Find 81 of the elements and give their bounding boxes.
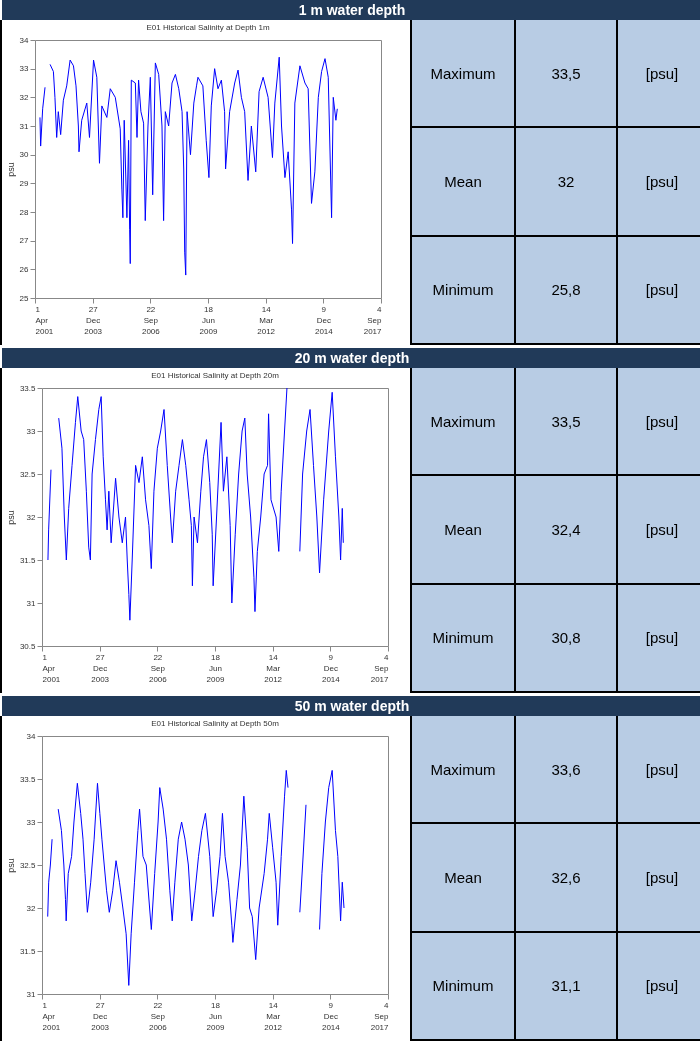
x-tick-label: 9 Dec 2014	[321, 1000, 341, 1032]
y-tick-label: 32	[26, 903, 37, 913]
text: 32	[516, 128, 616, 235]
y-tick-label: 33	[26, 426, 37, 436]
text: Maximum	[412, 368, 514, 475]
x-tick-label: 18 Jun 2009	[199, 304, 218, 336]
x-tick-label: 14 Mar 2012	[257, 304, 276, 336]
y-axis-title: psu	[5, 510, 16, 525]
text: Mean	[412, 824, 514, 931]
text: 32,6	[516, 824, 616, 931]
text: 50 m water depth	[2, 696, 700, 716]
y-tick-label: 32	[26, 512, 37, 522]
x-tick-label: 4 Sep 2017	[370, 1000, 390, 1032]
x-tick-label: 1 Apr 2001	[42, 652, 61, 684]
x-tick-label: 18 Jun 2009	[206, 1000, 225, 1032]
text: [psu]	[618, 584, 700, 691]
y-axis-title: psu	[5, 858, 16, 873]
text: 31,1	[516, 932, 616, 1039]
y-tick-label: 31	[26, 598, 37, 608]
y-tick-label: 31	[26, 989, 37, 999]
y-tick-label: 31.5	[19, 555, 37, 565]
y-tick-label: 33.5	[19, 774, 37, 784]
y-tick-label: 29	[19, 178, 30, 188]
y-tick-label: 30	[19, 150, 30, 160]
y-tick-label: 25	[19, 293, 30, 303]
y-tick-label: 26	[19, 264, 30, 274]
y-axis-title: psu	[5, 162, 16, 177]
y-tick-label: 33	[19, 64, 30, 74]
x-tick-label: 1 Apr 2001	[35, 304, 54, 336]
text: Maximum	[412, 716, 514, 823]
x-tick-label: 27 Dec 2003	[91, 652, 110, 684]
y-tick-label: 32.5	[19, 469, 37, 479]
y-tick-label: 33.5	[19, 383, 37, 393]
text: [psu]	[618, 128, 700, 235]
x-tick-label: 4 Sep 2017	[363, 304, 383, 336]
chart-title: E01 Historical Salinity at Depth 50m	[151, 719, 280, 728]
text: [psu]	[618, 932, 700, 1039]
chart-title: E01 Historical Salinity at Depth 1m	[146, 23, 270, 32]
y-tick-label: 27	[19, 236, 30, 246]
text: Mean	[412, 128, 514, 235]
text: 20 m water depth	[2, 348, 700, 368]
y-tick-label: 28	[19, 207, 30, 217]
y-tick-label: 30.5	[19, 641, 37, 651]
text: Minimum	[412, 584, 514, 691]
x-tick-label: 22 Sep 2006	[148, 652, 168, 684]
text: [psu]	[618, 716, 700, 823]
y-tick-label: 33	[26, 817, 37, 827]
text: [psu]	[618, 824, 700, 931]
text: [psu]	[618, 20, 700, 127]
text: Minimum	[412, 236, 514, 343]
text: 30,8	[516, 584, 616, 691]
x-tick-label: 18 Jun 2009	[206, 652, 225, 684]
y-tick-label: 31	[19, 121, 30, 131]
text: 1 m water depth	[2, 0, 700, 20]
text: 33,5	[516, 368, 616, 475]
x-tick-label: 9 Dec 2014	[321, 652, 341, 684]
x-tick-label: 1 Apr 2001	[42, 1000, 61, 1032]
x-tick-label: 27 Dec 2003	[91, 1000, 110, 1032]
chart-title: E01 Historical Salinity at Depth 20m	[151, 371, 280, 380]
x-tick-label: 14 Mar 2012	[264, 1000, 283, 1032]
text: 33,5	[516, 20, 616, 127]
y-tick-label: 34	[19, 35, 30, 45]
text: [psu]	[618, 476, 700, 583]
y-tick-label: 32	[19, 92, 30, 102]
text: Mean	[412, 476, 514, 583]
text: Minimum	[412, 932, 514, 1039]
text: 33,6	[516, 716, 616, 823]
text: [psu]	[618, 236, 700, 343]
text: [psu]	[618, 368, 700, 475]
x-tick-label: 4 Sep 2017	[370, 652, 390, 684]
text: 25,8	[516, 236, 616, 343]
x-tick-label: 9 Dec 2014	[314, 304, 334, 336]
y-tick-label: 31.5	[19, 946, 37, 956]
text: 32,4	[516, 476, 616, 583]
y-tick-label: 32.5	[19, 860, 37, 870]
y-tick-label: 34	[26, 731, 37, 741]
text: Maximum	[412, 20, 514, 127]
x-tick-label: 22 Sep 2006	[148, 1000, 168, 1032]
x-tick-label: 22 Sep 2006	[141, 304, 161, 336]
x-tick-label: 14 Mar 2012	[264, 652, 283, 684]
x-tick-label: 27 Dec 2003	[84, 304, 103, 336]
